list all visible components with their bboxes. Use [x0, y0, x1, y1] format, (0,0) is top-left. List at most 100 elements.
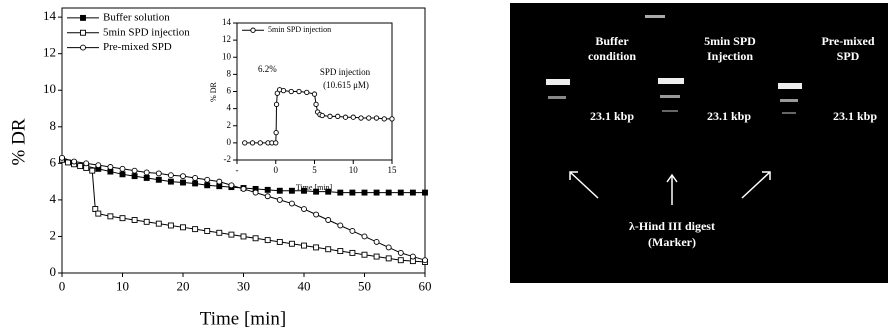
marker	[386, 190, 391, 195]
marker	[217, 179, 222, 184]
marker	[258, 141, 262, 145]
x-tick-label: 20	[177, 279, 190, 294]
marker	[265, 187, 270, 192]
band-size: 23.1 kbp	[833, 109, 877, 123]
marker	[193, 175, 198, 180]
marker-label: (Marker)	[648, 235, 696, 249]
marker	[398, 258, 403, 263]
marker	[217, 230, 222, 235]
marker	[144, 219, 149, 224]
marker	[289, 201, 294, 206]
marker	[193, 181, 198, 186]
marker	[60, 155, 65, 160]
marker	[120, 216, 125, 221]
marker	[205, 183, 210, 188]
marker	[374, 116, 378, 120]
y-tick-label: -2	[224, 154, 232, 164]
y-tick-label: 2	[50, 227, 57, 242]
x-tick-label: 0	[59, 279, 66, 294]
marker	[181, 174, 186, 179]
y-tick-label: 14	[222, 17, 232, 27]
legend-label: Pre-mixed SPD	[103, 41, 172, 53]
marker	[81, 45, 86, 50]
marker	[250, 141, 254, 145]
marker	[289, 89, 293, 93]
marker	[362, 252, 367, 257]
y-tick-label: 10	[43, 81, 56, 96]
y-tick-label: 6	[227, 86, 232, 96]
marker	[84, 161, 89, 166]
marker	[382, 117, 386, 121]
band	[778, 83, 802, 89]
band	[780, 99, 798, 102]
marker	[314, 245, 319, 250]
marker	[350, 190, 355, 195]
marker	[265, 238, 270, 243]
marker	[302, 243, 307, 248]
marker	[168, 179, 173, 184]
band	[660, 95, 680, 98]
marker	[336, 114, 340, 118]
marker	[72, 159, 77, 164]
marker	[81, 30, 86, 35]
band	[782, 112, 796, 114]
annotation: 6.2%	[258, 64, 277, 74]
x-tick-label: 60	[419, 279, 432, 294]
marker	[359, 116, 363, 120]
marker	[338, 249, 343, 254]
marker	[108, 214, 113, 219]
y-tick-label: 12	[222, 34, 231, 44]
band	[546, 79, 570, 85]
marker	[338, 190, 343, 195]
x-tick-label: 5	[312, 165, 317, 175]
y-tick-label: 12	[43, 45, 56, 60]
marker	[297, 89, 301, 93]
marker	[277, 197, 282, 202]
marker	[367, 116, 371, 120]
marker	[398, 190, 403, 195]
marker	[274, 141, 278, 145]
marker	[410, 254, 415, 259]
lane-label: SPD	[837, 49, 860, 63]
marker	[156, 221, 161, 226]
marker	[120, 166, 125, 171]
marker	[96, 163, 101, 168]
marker	[229, 183, 234, 188]
band	[645, 15, 665, 18]
marker	[302, 207, 307, 212]
marker	[156, 177, 161, 182]
figure: Buffer condition 5min SPD Injection Pre-…	[0, 0, 893, 332]
y-tick-label: 4	[227, 103, 232, 113]
legend-label: 5min SPD injection	[103, 26, 190, 38]
x-tick-label: 0	[274, 165, 279, 175]
y-tick-label: 14	[43, 8, 57, 23]
marker	[274, 130, 278, 134]
marker	[328, 114, 332, 118]
lane-label: Injection	[707, 49, 753, 63]
marker	[132, 218, 137, 223]
marker	[386, 256, 391, 261]
x-tick-label: 40	[298, 279, 311, 294]
marker-label: λ-Hind III digest	[629, 219, 715, 233]
marker	[326, 247, 331, 252]
marker	[289, 241, 294, 246]
marker	[251, 28, 255, 32]
annotation: (10.615 μM)	[323, 80, 369, 90]
marker	[132, 168, 137, 173]
marker	[305, 90, 309, 94]
y-tick-label: 10	[222, 51, 232, 61]
x-tick-label: 10	[349, 165, 359, 175]
y-tick-label: 6	[50, 154, 57, 169]
marker	[96, 211, 101, 216]
marker	[205, 177, 210, 182]
marker	[390, 117, 394, 121]
marker	[181, 225, 186, 230]
marker	[338, 223, 343, 228]
y-tick-label: 8	[50, 118, 57, 133]
marker	[374, 190, 379, 195]
marker	[277, 188, 282, 193]
marker	[314, 102, 318, 106]
lane-label: condition	[588, 49, 636, 63]
marker	[241, 234, 246, 239]
marker	[229, 232, 234, 237]
